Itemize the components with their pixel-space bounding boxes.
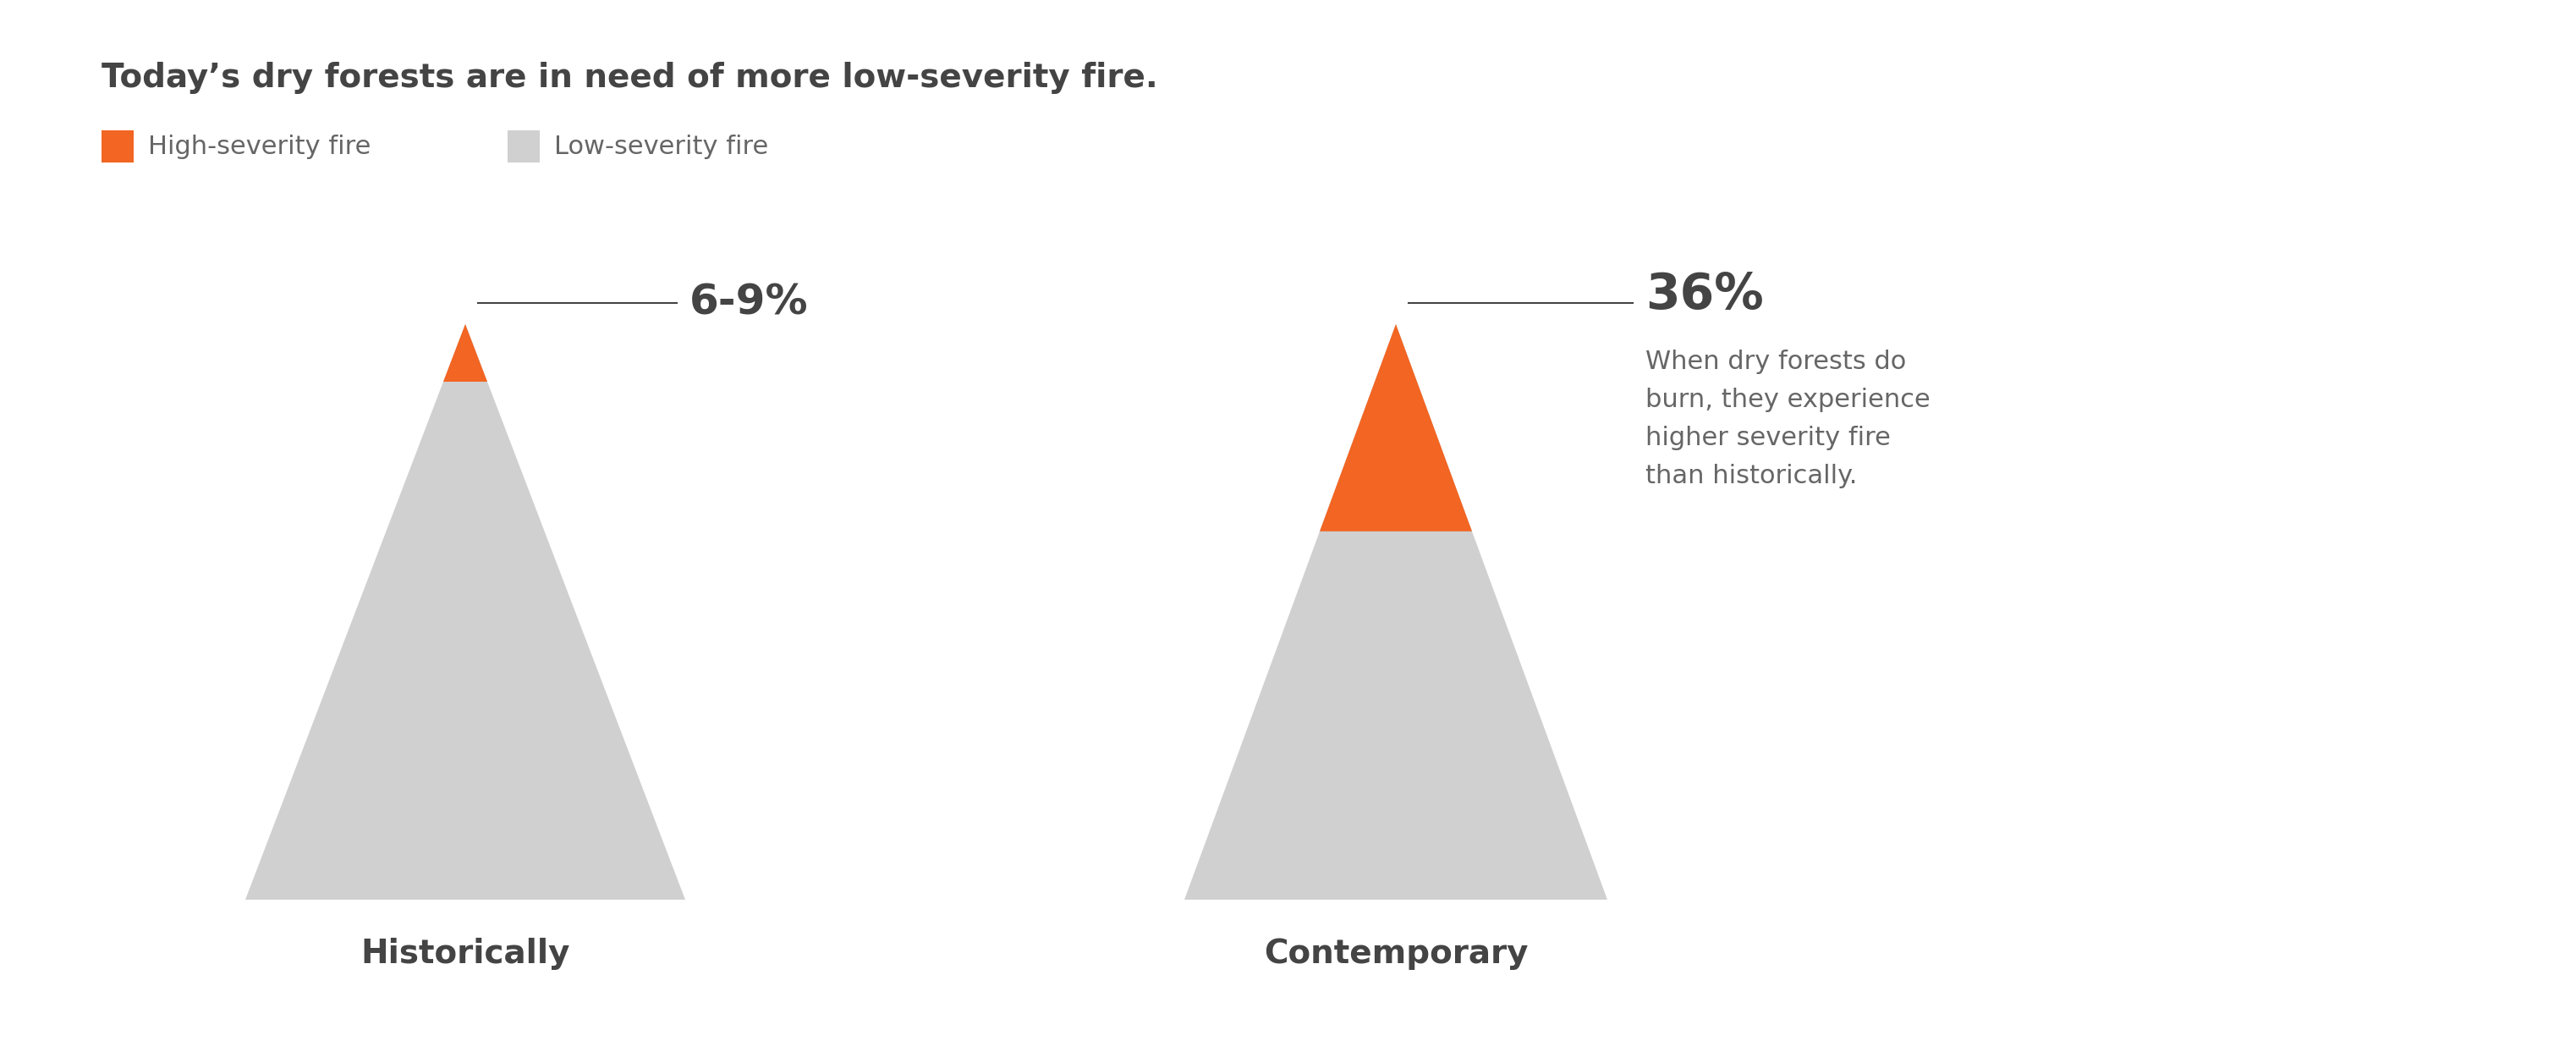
Text: Historically: Historically: [361, 937, 569, 970]
Polygon shape: [245, 324, 685, 899]
Text: 6-9%: 6-9%: [690, 283, 809, 323]
Text: High-severity fire: High-severity fire: [147, 135, 371, 159]
Polygon shape: [1319, 324, 1471, 531]
Text: When dry forests do
burn, they experience
higher severity fire
than historically: When dry forests do burn, they experienc…: [1646, 349, 1929, 488]
Polygon shape: [443, 324, 487, 382]
Text: Low-severity fire: Low-severity fire: [554, 135, 768, 159]
Bar: [100, 130, 134, 162]
Text: Today’s dry forests are in need of more low-severity fire.: Today’s dry forests are in need of more …: [100, 62, 1159, 94]
Text: 36%: 36%: [1646, 270, 1765, 319]
Polygon shape: [1185, 324, 1607, 899]
Text: Contemporary: Contemporary: [1265, 937, 1528, 970]
Bar: [507, 130, 541, 162]
